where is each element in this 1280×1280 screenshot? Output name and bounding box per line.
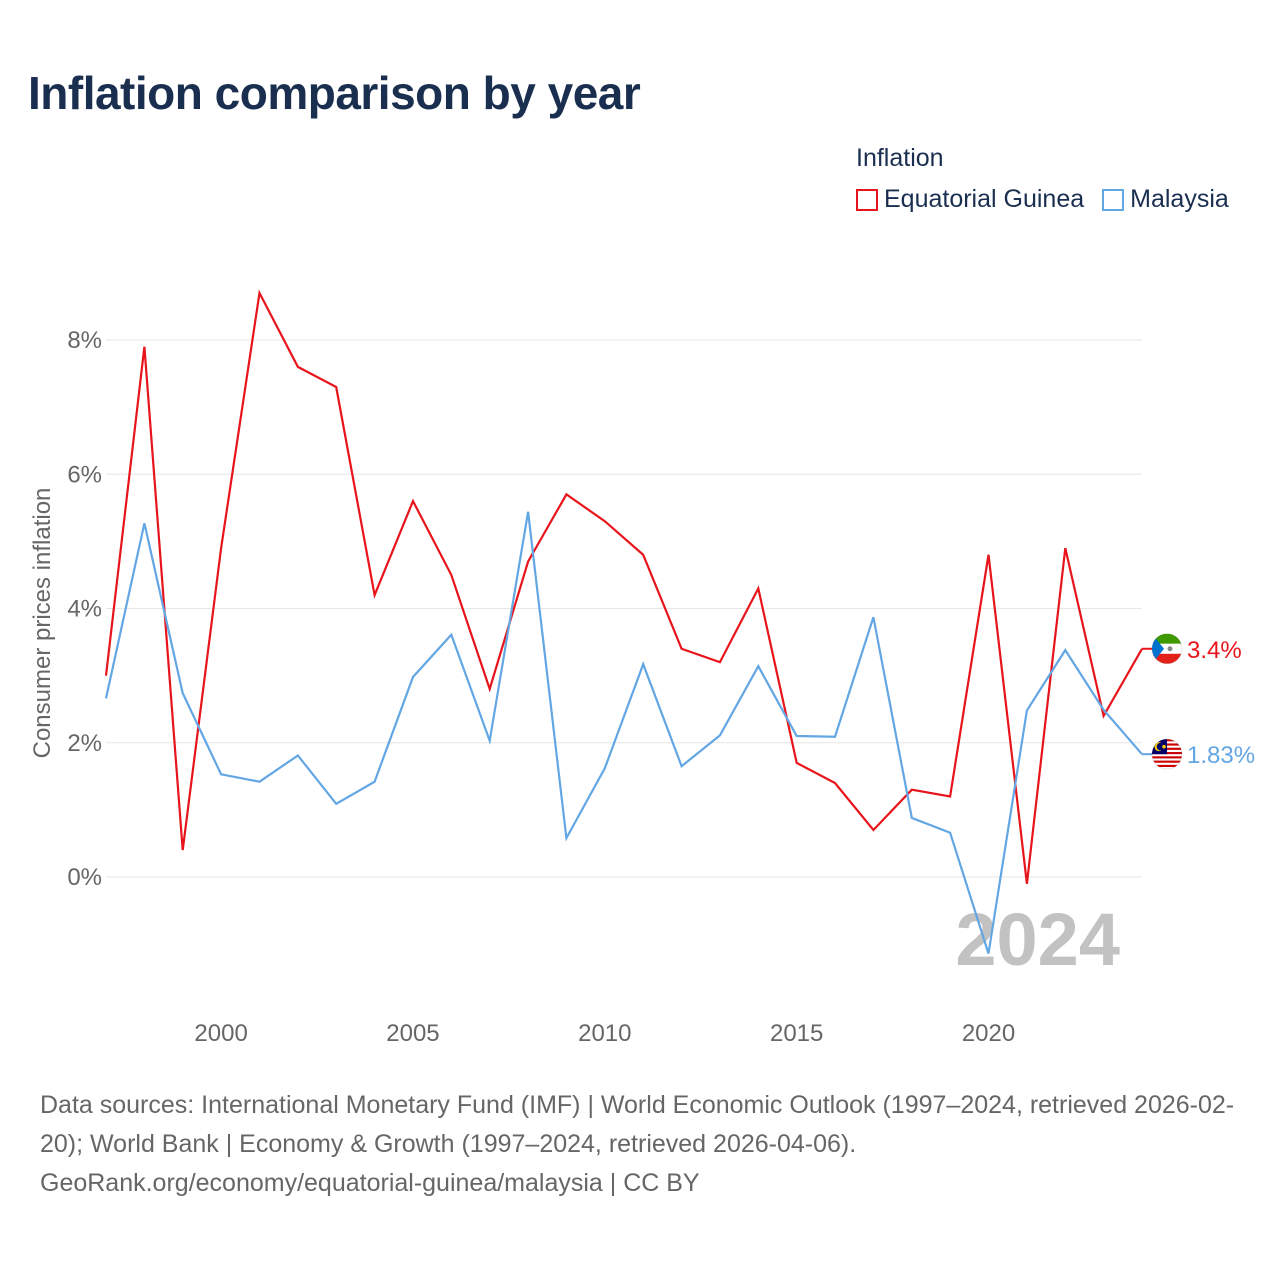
- footer: Data sources: International Monetary Fun…: [40, 1086, 1250, 1203]
- series-lines: [104, 289, 1143, 954]
- end-value-label-malaysia: 1.83%: [1187, 742, 1255, 769]
- legend-swatch-malaysia: [1102, 188, 1125, 211]
- x-axis: 2000 2005 2010 2015 2020: [194, 1020, 1015, 1047]
- gridlines: [106, 339, 1142, 878]
- legend-title: Inflation: [856, 144, 944, 172]
- chart-title: Inflation comparison by year: [28, 67, 641, 119]
- y-axis: 0% 2% 4% 6% 8%: [67, 327, 102, 891]
- end-value-label-equatorial-guinea: 3.4%: [1187, 637, 1242, 664]
- y-tick-label: 2%: [67, 730, 102, 757]
- legend: Inflation Equatorial Guinea Malaysia: [856, 144, 1229, 214]
- series-line-equatorial-guinea[interactable]: [104, 289, 1143, 884]
- y-axis-title: Consumer prices inflation: [29, 488, 56, 759]
- legend-swatch-equatorial-guinea: [856, 188, 878, 211]
- legend-label-malaysia: Malaysia: [1130, 185, 1229, 213]
- equatorial-guinea-flag-icon: [1151, 633, 1183, 665]
- x-tick-label: 2020: [962, 1020, 1015, 1047]
- series-line-malaysia[interactable]: [104, 511, 1143, 954]
- x-tick-label: 2005: [386, 1020, 439, 1047]
- line-chart: 0% 2% 4% 6% 8% 2000 2005 2010 2015 2020 2024 3.4…: [29, 289, 1255, 1047]
- credit-link[interactable]: GeoRank.org/economy/equatorial-guinea/ma…: [40, 1169, 700, 1197]
- legend-item-equatorial-guinea[interactable]: Equatorial Guinea: [856, 185, 1084, 214]
- data-sources: Data sources: International Monetary Fun…: [40, 1091, 1235, 1158]
- malaysia-flag-icon: [1151, 738, 1183, 770]
- y-tick-label: 0%: [67, 864, 102, 891]
- end-markers: 3.4% 1.83%: [1142, 633, 1255, 770]
- y-tick-label: 8%: [67, 327, 102, 354]
- y-tick-label: 4%: [67, 596, 102, 623]
- legend-item-malaysia[interactable]: Malaysia: [1102, 185, 1229, 214]
- legend-label-equatorial-guinea: Equatorial Guinea: [884, 185, 1085, 213]
- y-tick-label: 6%: [67, 461, 102, 488]
- x-tick-label: 2010: [578, 1020, 631, 1047]
- x-tick-label: 2000: [194, 1020, 247, 1047]
- x-tick-label: 2015: [770, 1020, 823, 1047]
- current-year-watermark: 2024: [955, 898, 1120, 981]
